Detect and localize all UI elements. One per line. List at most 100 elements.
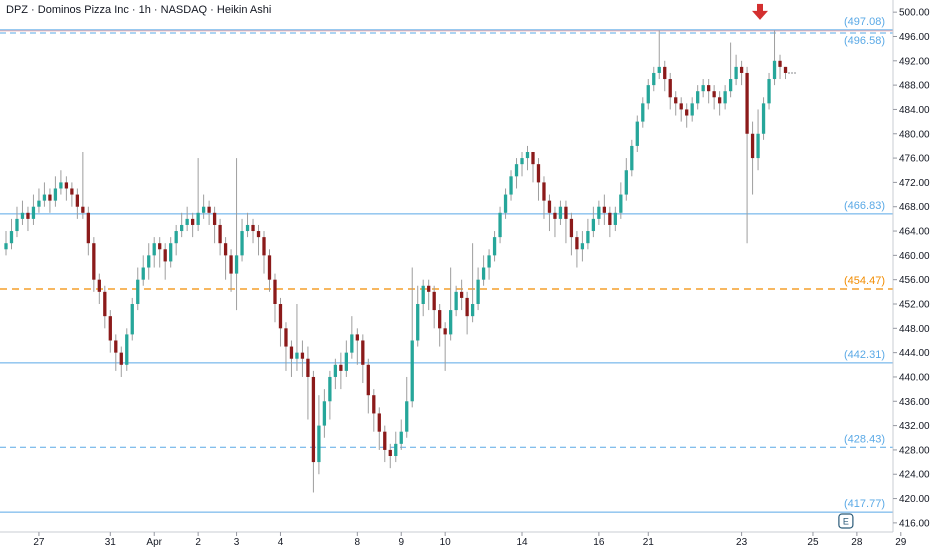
y-tick-label: 488.00 [899, 81, 930, 92]
candle-body [630, 145, 634, 171]
candle-body [498, 212, 502, 238]
candle-body [218, 224, 222, 244]
candle-body [761, 103, 766, 134]
candle-body [92, 243, 96, 280]
candle-body [152, 243, 156, 256]
candle-body [690, 103, 694, 116]
candle-body [641, 103, 645, 122]
x-tick-label: 14 [516, 537, 528, 548]
candle-body [180, 224, 184, 232]
candle-body [37, 200, 41, 207]
candle-body [394, 443, 398, 456]
y-tick-label: 420.00 [899, 494, 930, 505]
x-tick-label: 28 [851, 537, 863, 548]
candle-body [48, 194, 52, 201]
candle-body [322, 401, 327, 426]
candle-body [108, 316, 112, 341]
candle-body [311, 376, 316, 463]
candle-body [377, 413, 381, 432]
candle-body [438, 310, 442, 329]
candle-body [366, 364, 370, 396]
candle-body [251, 224, 255, 232]
candle-body [449, 310, 453, 335]
candle-body [685, 109, 689, 116]
candle-body [300, 352, 305, 359]
candle-body [163, 249, 167, 262]
candle-body [136, 279, 140, 304]
candle-body [734, 66, 738, 80]
candle-body [256, 231, 261, 238]
candle-body [652, 72, 656, 86]
candle-body [289, 346, 294, 359]
y-tick-label: 456.00 [899, 275, 930, 286]
candle-body [245, 224, 250, 232]
level-label: (466.83) [844, 200, 885, 212]
candle-body [756, 133, 760, 159]
candle-body [701, 85, 705, 92]
candle-body [772, 60, 777, 80]
candle-body [196, 212, 200, 225]
candle-body [465, 297, 469, 317]
candle-body [421, 285, 425, 304]
x-tick-label: 27 [33, 537, 45, 548]
x-tick-label: 16 [593, 537, 605, 548]
candle-body [9, 231, 14, 244]
candle-body [531, 152, 535, 165]
candle-body [383, 431, 387, 450]
candle-body [158, 243, 162, 250]
candle-body [536, 164, 541, 183]
candle-body [212, 212, 217, 225]
candle-body [317, 425, 321, 463]
candle-body [558, 206, 563, 219]
candle-body [234, 255, 239, 274]
candle-body [190, 218, 195, 225]
candle-body [15, 218, 19, 232]
candle-body [575, 237, 579, 250]
candle-body [745, 72, 749, 134]
candle-body [328, 376, 332, 402]
candle-body [597, 206, 601, 219]
candle-body [64, 182, 69, 189]
x-tick-label: Apr [146, 537, 162, 548]
candle-body [663, 66, 667, 80]
down-arrow-icon [757, 3, 763, 12]
candle-body [42, 194, 47, 201]
candle-body [388, 449, 392, 456]
candle-body [580, 243, 585, 250]
level-label: (442.31) [844, 349, 885, 361]
earnings-label: E [843, 517, 849, 527]
candle-body [553, 212, 557, 219]
y-tick-label: 464.00 [899, 227, 930, 238]
candle-body [344, 352, 348, 371]
candle-body [103, 291, 107, 317]
y-tick-label: 468.00 [899, 202, 930, 213]
candle-body [602, 206, 607, 213]
candle-body [333, 364, 338, 377]
candle-body [119, 352, 123, 365]
candle-body [547, 200, 552, 213]
y-tick-label: 448.00 [899, 324, 930, 335]
down-arrow-head [752, 10, 768, 20]
candle-body [635, 121, 639, 146]
candle-body [405, 401, 409, 432]
candle-body [492, 237, 497, 256]
x-tick-label: 31 [105, 537, 117, 548]
candle-body [717, 97, 722, 104]
y-tick-label: 432.00 [899, 421, 930, 432]
candle-body [169, 243, 173, 262]
candle-body [443, 328, 447, 335]
x-tick-label: 8 [355, 537, 361, 548]
chart-title: DPZ · Dominos Pizza Inc · 1h · NASDAQ · … [6, 4, 272, 16]
y-tick-label: 484.00 [899, 105, 930, 116]
candle-body [278, 304, 283, 329]
candle-body [86, 212, 90, 244]
candle-body [185, 218, 189, 225]
candle-body [361, 340, 365, 365]
candle-body [306, 358, 310, 377]
y-tick-label: 460.00 [899, 251, 930, 262]
candle-body [229, 255, 233, 274]
y-tick-label: 500.00 [899, 8, 930, 19]
x-tick-label: 25 [807, 537, 819, 548]
candle-body [509, 176, 513, 195]
